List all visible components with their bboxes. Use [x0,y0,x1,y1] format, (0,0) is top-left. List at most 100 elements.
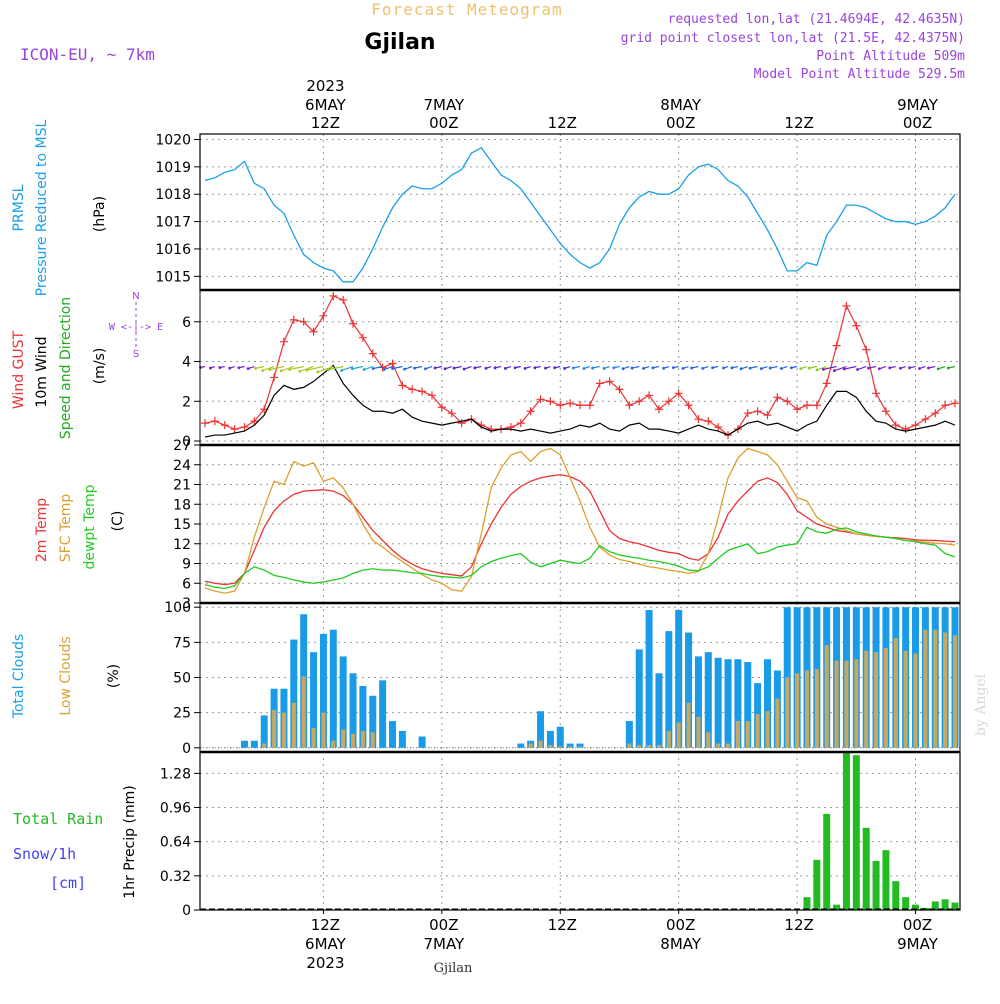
y-tick-label: 21 [173,478,191,494]
gust-marker [951,399,959,408]
wind-dir-arrowhead [936,367,940,371]
gust-marker [536,395,545,404]
wind-dir-arrow [281,365,295,372]
wind-dir-arrowhead [350,367,354,371]
total-cloud-bar [694,656,702,748]
total-cloud-bar [625,721,633,748]
wind-labels: Wind GUST 10m Wind Speed and Direction (… [11,291,163,439]
y-tick-label: 25 [173,706,191,722]
top-date-label: 9MAY [897,96,939,114]
low-cloud-bar [943,632,948,748]
y-tick-label: 24 [173,458,191,474]
gust-marker [645,391,654,400]
bottom-time-label: 9MAY [897,935,939,953]
wind-dir-arrowhead [867,366,870,370]
total-cloud-bar [665,631,673,748]
total-cloud-bar [359,685,367,748]
low-cloud-bar [883,647,888,748]
total-cloud-bar [546,730,554,748]
top-hour-label: 00Z [429,114,458,132]
y-tick-label: 6 [182,576,191,592]
total-cloud-bar [675,610,683,748]
panel-frame [199,133,961,291]
low-cloud-bar [864,650,869,748]
low-cloud-bar [291,702,296,748]
gust-marker [368,349,377,358]
gust-marker [319,311,328,320]
pressure-unit: (hPa) [92,196,108,232]
gust-marker [349,319,358,328]
wind-dir-arrowhead [768,366,772,370]
low-cloud-bar [311,728,316,748]
total-cloud-bar [655,673,663,748]
low-cloud-bar [351,733,356,748]
gust-marker [635,397,644,406]
total-cloud-bar [576,743,584,748]
wind-dir-arrow [383,365,393,370]
rain-bar [823,813,831,910]
point-altitude: Point Altitude 509m [816,49,965,64]
temp-dew-label: dewpt Temp [82,484,98,569]
wind-dir-arrowhead [815,368,819,372]
gust-marker [842,301,851,310]
location-title: Gjilan [364,30,435,55]
gust-marker [309,327,318,336]
wind-dir-arrowhead [822,367,825,371]
wind-dir-arrowhead [327,368,330,372]
pressure-labels: PRMSL Pressure Reduced to MSL (hPa) [11,119,108,296]
low-cloud-bar [923,629,928,748]
gust-marker [230,425,239,434]
rain-bar [951,902,959,910]
wind-dir-arrowhead [722,366,725,370]
gust-marker [832,341,841,350]
y-tick-label: 100 [164,600,191,616]
cloud-total-label: Total Clouds [11,634,27,719]
wind-dir-arrow [857,365,867,371]
y-tick-label: 4 [182,355,191,371]
gust-marker [901,425,910,434]
wind-dir-arrowhead [612,366,616,370]
wind-dir-arrowhead [642,367,645,370]
wind-dir-arrowhead [218,366,222,369]
low-cloud-bar [755,714,760,748]
y-tick-label: 0 [182,741,191,757]
wind-dir-arrowhead [856,368,859,371]
gust-marker [704,417,713,426]
rain-bar [892,881,900,910]
gust-marker [437,403,446,412]
gridpoint-coords: grid point closest lon,lat (21.5E, 42.43… [621,31,965,46]
wind-dir-arrowhead [582,367,586,370]
gust-marker [279,337,288,346]
wind-dir-arrow [255,365,265,369]
wind-dir-arrowhead [842,367,846,371]
low-cloud-bar [735,721,740,748]
gust-marker [802,401,811,410]
low-cloud-bar [706,732,711,748]
gust-marker [694,415,703,424]
cloud-low-label: Low Clouds [58,636,74,715]
top-date-label: 6MAY [305,96,347,114]
temp-dew-line [204,526,956,590]
pressure-line [204,146,956,283]
low-cloud-bar [538,740,543,748]
top-hour-label: 00Z [666,114,695,132]
wind-dir-arrow [328,365,344,371]
wind-dir-arrowhead [591,366,594,370]
y-tick-label: 6 [182,315,191,331]
gust-marker [595,379,604,388]
wind-dir-arrowhead [462,367,466,371]
model-altitude: Model Point Altitude 529.5m [754,67,965,82]
low-cloud-bar [893,638,898,748]
y-tick-label: 0.32 [160,869,191,885]
requested-coords: requested lon,lat (21.4694E, 42.4635N) [668,12,965,27]
gust-marker [546,397,555,406]
y-tick-label: 1.28 [160,766,191,782]
precip-snow-label: Snow/1h [13,845,76,863]
low-cloud-bar [696,716,701,748]
bottom-time-label: 12Z [311,916,340,934]
wind-dir-arrowhead [403,367,407,371]
total-cloud-bar [714,657,722,748]
wind-dir-label: Speed and Direction [58,297,74,439]
